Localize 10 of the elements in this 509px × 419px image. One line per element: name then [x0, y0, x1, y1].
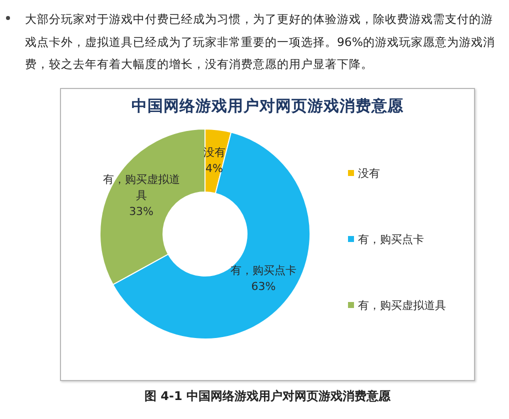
caption: 图 4-1 中国网络游戏用户对网页游戏消费意愿 — [143, 388, 392, 405]
legend-label: 有，购买点卡 — [358, 232, 424, 246]
slice-label: 有，购买点卡 — [230, 263, 296, 280]
legend-label: 有，购买虚拟道具 — [358, 298, 446, 312]
data-label: 63% — [251, 279, 276, 296]
chart-title: 中国网络游戏用户对网页游戏消费意愿 — [130, 96, 404, 117]
slice-label: 有，购买虚拟道具 — [102, 172, 181, 204]
legend-label: 没有 — [358, 166, 380, 180]
text: 大部分玩家对于游戏中付费已经成为习惯，为了更好的体验游戏，除收费游戏需支付的游戏点卡外，虚拟道具已经成为了玩家非常重要的一项选择。96%的游戏玩家愿意为游戏消费，较之去年有着大幅度的增长，没有消费意愿的用户显著下降。 — [25, 11, 496, 73]
data-label: 33% — [129, 204, 154, 220]
